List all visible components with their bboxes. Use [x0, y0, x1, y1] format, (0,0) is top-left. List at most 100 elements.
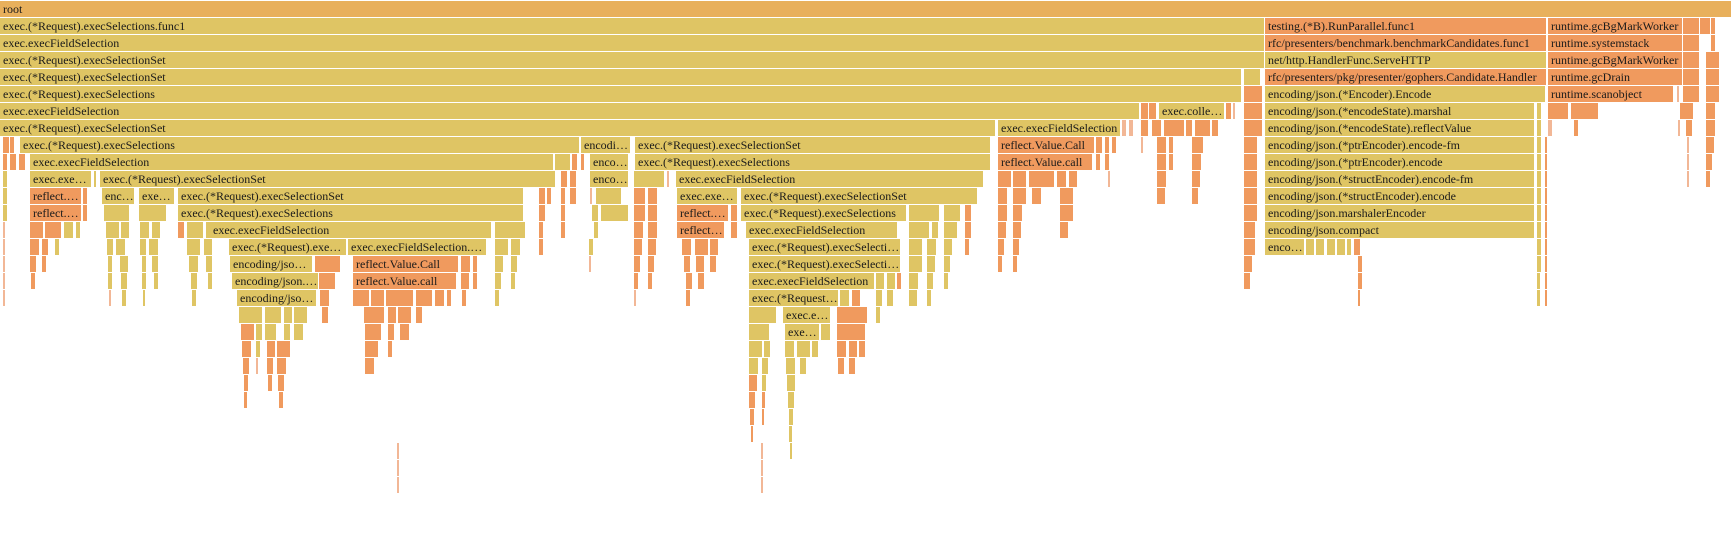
frame-sliver-372[interactable] — [812, 341, 819, 358]
frame-130[interactable]: exec.(*Request).execSelectionSet — [178, 188, 524, 205]
frame-sliver-81[interactable] — [10, 154, 17, 171]
frame-sliver-231[interactable] — [909, 239, 923, 256]
frame-26[interactable]: runtime.scanobject — [1548, 86, 1674, 103]
frame-sliver-71[interactable] — [1157, 137, 1167, 154]
frame-sliver-38[interactable] — [1537, 103, 1542, 120]
frame-sliver-281[interactable] — [108, 273, 113, 290]
frame-sliver-175[interactable] — [1545, 205, 1548, 222]
frame-129[interactable]: exec.execFieldSelection — [139, 188, 175, 205]
frame-sliver-261[interactable] — [495, 256, 504, 273]
frame-sliver-312[interactable] — [143, 290, 146, 307]
frame-sliver-272[interactable] — [944, 256, 951, 273]
frame-sliver-345[interactable] — [749, 307, 777, 324]
frame-sliver-359[interactable] — [821, 324, 831, 341]
frame-sliver-379[interactable] — [277, 358, 287, 375]
frame-107[interactable]: encoding/json.compact — [590, 171, 629, 188]
frame-sliver-288[interactable] — [319, 273, 336, 290]
frame-sliver-304[interactable] — [944, 273, 949, 290]
frame-sliver-98[interactable] — [1545, 154, 1548, 171]
frame-37[interactable]: encoding/json.(*encodeState).marshal — [1265, 103, 1535, 120]
frame-sliver-170[interactable] — [1013, 205, 1023, 222]
frame-sliver-45[interactable] — [1122, 120, 1127, 137]
frame-sliver-294[interactable] — [634, 273, 639, 290]
frame-sliver-225[interactable] — [634, 239, 643, 256]
frame-sliver-116[interactable] — [1108, 171, 1111, 188]
frame-sliver-76[interactable] — [1537, 137, 1542, 154]
frame-sliver-106[interactable] — [570, 171, 577, 188]
frame-sliver-228[interactable] — [695, 239, 709, 256]
frame-sliver-221[interactable] — [495, 239, 509, 256]
frame-sliver-319[interactable] — [416, 290, 433, 307]
frame-sliver-202[interactable] — [998, 222, 1007, 239]
frame-sliver-361[interactable] — [242, 341, 252, 358]
frame-195[interactable]: reflect.Value.call — [677, 222, 725, 239]
frame-sliver-211[interactable] — [42, 239, 49, 256]
frame-110[interactable]: exec.execFieldSelection — [676, 171, 984, 188]
frame-sliver-198[interactable] — [909, 222, 930, 239]
frame-sliver-115[interactable] — [1069, 171, 1078, 188]
frame-314[interactable]: encoding/json.Marshal — [237, 290, 317, 307]
frame-sliver-367[interactable] — [388, 341, 393, 358]
frame-sliver-35[interactable] — [1233, 103, 1236, 120]
frame-258[interactable]: reflect.Value.Call — [353, 256, 459, 273]
frame-sliver-391[interactable] — [762, 375, 767, 392]
frame-sliver-235[interactable] — [998, 239, 1005, 256]
frame-sliver-385[interactable] — [838, 358, 845, 375]
frame-sliver-285[interactable] — [191, 273, 198, 290]
frame-sliver-180[interactable] — [76, 222, 81, 239]
frame-sliver-353[interactable] — [294, 324, 304, 341]
frame-sliver-135[interactable] — [590, 188, 593, 205]
frame-287[interactable]: encoding/json.Marshal — [232, 273, 319, 290]
frame-sliver-183[interactable] — [140, 222, 150, 239]
frame-sliver-403[interactable] — [397, 443, 400, 460]
frame-sliver-257[interactable] — [315, 256, 341, 273]
frame-sliver-399[interactable] — [762, 409, 765, 426]
frame-sliver-354[interactable] — [365, 324, 382, 341]
frame-sliver-322[interactable] — [462, 290, 467, 307]
frame-sliver-253[interactable] — [152, 256, 159, 273]
frame-sliver-360[interactable] — [837, 324, 866, 341]
frame-sliver-48[interactable] — [1152, 120, 1162, 137]
frame-sliver-331[interactable] — [909, 290, 918, 307]
frame-sliver-178[interactable] — [45, 222, 62, 239]
frame-sliver-191[interactable] — [561, 222, 566, 239]
frame-sliver-392[interactable] — [787, 375, 796, 392]
frame-sliver-117[interactable] — [1157, 171, 1167, 188]
frame-sliver-286[interactable] — [208, 273, 213, 290]
frame-sliver-55[interactable] — [1537, 120, 1542, 137]
frame-sliver-328[interactable] — [852, 290, 861, 307]
frame-sliver-93[interactable] — [1169, 154, 1174, 171]
frame-sliver-114[interactable] — [1057, 171, 1067, 188]
frame-sliver-60[interactable] — [1706, 120, 1716, 137]
frame-sliver-182[interactable] — [121, 222, 130, 239]
frame-sliver-336[interactable] — [239, 307, 263, 324]
frame-sliver-305[interactable] — [1244, 273, 1251, 290]
frame-sliver-200[interactable] — [944, 222, 958, 239]
frame-sliver-119[interactable] — [1244, 171, 1258, 188]
frame-2[interactable]: testing.(*B).RunParallel.func1 — [1265, 18, 1547, 35]
frame-sliver-365[interactable] — [277, 341, 291, 358]
frame-13[interactable]: net/http.HandlerFunc.ServeHTTP — [1265, 52, 1547, 69]
frame-sliver-111[interactable] — [998, 171, 1012, 188]
frame-sliver-227[interactable] — [682, 239, 692, 256]
frame-sliver-402[interactable] — [789, 426, 793, 443]
frame-sliver-169[interactable] — [998, 205, 1008, 222]
frame-sliver-109[interactable] — [667, 171, 670, 188]
frame-sliver-196[interactable] — [731, 222, 738, 239]
frame-sliver-329[interactable] — [876, 290, 883, 307]
frame-sliver-244[interactable] — [1354, 239, 1361, 256]
frame-sliver-36[interactable] — [1244, 103, 1263, 120]
frame-75[interactable]: encoding/json.(*ptrEncoder).encode-fm — [1265, 137, 1535, 154]
frame-sliver-213[interactable] — [107, 239, 114, 256]
frame-sliver-212[interactable] — [55, 239, 60, 256]
frame-30[interactable]: exec.execFieldSelection — [0, 103, 1140, 120]
frame-sliver-343[interactable] — [398, 307, 412, 324]
frame-sliver-291[interactable] — [473, 273, 478, 290]
frame-sliver-185[interactable] — [178, 222, 185, 239]
frame-sliver-209[interactable] — [3, 239, 6, 256]
frame-sliver-84[interactable] — [555, 154, 571, 171]
frame-sliver-400[interactable] — [789, 409, 794, 426]
frame-sliver-301[interactable] — [897, 273, 902, 290]
frame-sliver-222[interactable] — [511, 239, 521, 256]
frame-sliver-153[interactable] — [83, 205, 88, 222]
